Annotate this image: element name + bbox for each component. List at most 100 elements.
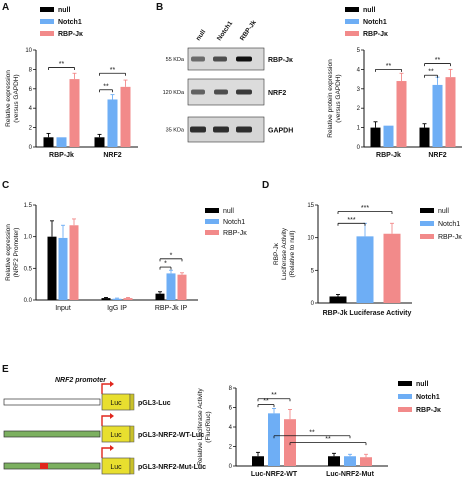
y-tick-label: 0.0 (24, 298, 33, 304)
bar (328, 456, 340, 466)
category-label: NRF2 (428, 152, 446, 159)
legend-swatch (420, 208, 434, 213)
bar (268, 413, 280, 466)
transcription-arrow-head (110, 445, 114, 451)
legend-label: Notch1 (58, 19, 82, 26)
y-tick-label: 8 (29, 67, 33, 73)
legend-swatch (40, 19, 54, 24)
legend-swatch (398, 381, 412, 386)
promoter-region (3, 398, 101, 406)
luciferase-box-edge (129, 393, 135, 411)
y-tick-label: 10 (307, 236, 314, 242)
panel-label-a: A (2, 2, 9, 13)
bar (419, 127, 430, 147)
significance-marker: ** (103, 83, 109, 90)
y-tick-label: 4 (229, 425, 233, 431)
legend-label: Notch1 (363, 19, 387, 26)
construct-name: pGL3-Luc (138, 400, 171, 407)
bar (69, 225, 79, 300)
legend-label: null (223, 208, 234, 215)
y-tick-label: 0 (357, 145, 361, 151)
molecular-weight-label: 35 KDa (166, 128, 185, 134)
significance-marker: ** (428, 69, 434, 76)
significance-marker: ** (271, 392, 277, 399)
luciferase-box-edge (129, 425, 135, 443)
y-tick-label: 5 (357, 48, 361, 54)
significance-marker: ** (309, 429, 315, 436)
y-tick-label: 0.5 (24, 266, 33, 272)
y-tick-label: 8 (229, 386, 233, 392)
bar (383, 125, 394, 147)
y-tick-label: 15 (307, 203, 314, 209)
protein-band (191, 56, 205, 62)
protein-band (190, 126, 206, 133)
y-tick-label: 4 (357, 67, 361, 73)
legend-label: null (438, 208, 449, 215)
significance-marker: ** (386, 63, 392, 70)
bar (360, 457, 372, 466)
transcription-arrow-head (110, 381, 114, 387)
y-axis-label: Relative protein expression (327, 59, 334, 138)
bar (69, 79, 80, 147)
y-tick-label: 6 (29, 87, 33, 93)
lane-label: null (195, 29, 207, 43)
transcription-arrow (101, 383, 110, 394)
y-tick-label: 5 (311, 268, 315, 274)
luciferase-label: Luc (110, 464, 122, 471)
bar (344, 456, 356, 466)
y-axis-label: (Relative to null) (289, 231, 296, 278)
bar (43, 137, 54, 147)
y-tick-label: 1.0 (24, 235, 33, 241)
bar (177, 274, 187, 300)
legend-swatch (205, 208, 219, 213)
y-axis-label: Relative expression (5, 224, 12, 281)
bar (329, 296, 347, 303)
y-axis-label: (Fluc/Rluc) (205, 411, 212, 442)
protein-band (213, 56, 227, 62)
legend-swatch (420, 234, 434, 239)
y-tick-label: 2 (357, 106, 361, 112)
luciferase-label: Luc (110, 432, 122, 439)
legend-label: null (58, 7, 70, 14)
bar (47, 236, 57, 300)
bar (432, 84, 443, 147)
significance-marker: ** (59, 61, 65, 68)
y-axis-label: Relative Luciferase Activity (197, 388, 204, 466)
y-tick-label: 0 (311, 301, 315, 307)
protein-band (236, 56, 252, 62)
significance-marker: ** (263, 398, 269, 405)
molecular-weight-label: 120 KDa (163, 90, 185, 96)
panel-label-e: E (2, 364, 9, 375)
legend-swatch (205, 230, 219, 235)
legend-label: Notch1 (416, 394, 440, 401)
y-axis-label: (versus GAPDH) (335, 74, 342, 122)
y-axis-label: Relative expression (5, 70, 12, 127)
legend-label: RBP-Jκ (416, 407, 441, 414)
legend-label: null (416, 381, 428, 388)
bar (155, 293, 165, 300)
bar (107, 99, 118, 147)
legend-swatch (345, 31, 359, 36)
x-axis-label: RBP-Jk Luciferase Activity (323, 310, 412, 317)
panel-label-b: B (156, 2, 163, 13)
mutation-site (40, 463, 48, 469)
lane-label: Notch1 (216, 20, 235, 42)
protein-name-label: NRF2 (268, 90, 286, 97)
construct-name: pGL3-NRF2-WT-Luc (138, 432, 204, 439)
bar (166, 273, 176, 300)
bar (112, 298, 122, 300)
legend-swatch (345, 19, 359, 24)
panel-label-d: D (262, 180, 269, 191)
significance-marker: ** (325, 436, 331, 443)
promoter-region (3, 462, 101, 470)
category-label: IgG IP (107, 305, 127, 312)
bar (58, 237, 68, 300)
y-axis-label: Luciferase Activity (281, 227, 288, 280)
luciferase-box-edge (129, 457, 135, 475)
luciferase-label: Luc (110, 400, 122, 407)
legend-label: RBP-Jκ (363, 31, 388, 38)
transcription-arrow (101, 447, 110, 458)
